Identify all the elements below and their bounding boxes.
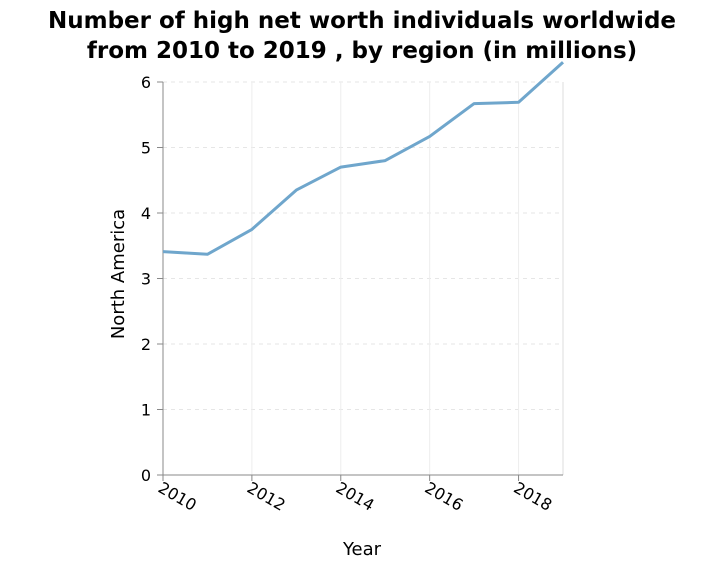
chart-title-line-1: Number of high net worth individuals wor… — [48, 8, 676, 34]
y-tick-label: 1 — [141, 401, 151, 420]
axes — [157, 81, 563, 481]
y-tick-label: 5 — [141, 139, 151, 158]
series-layer — [162, 61, 565, 256]
x-tick-label: 2018 — [511, 478, 556, 515]
y-axis-label: North America — [108, 209, 129, 339]
x-tick-label: 2010 — [155, 478, 200, 515]
y-tick-label: 4 — [141, 204, 151, 223]
x-tick-label: 2014 — [333, 478, 378, 515]
y-tick-label: 2 — [141, 335, 151, 354]
series-line-0 — [162, 61, 565, 256]
tick-labels: 0 1 2 3 4 5 6 2010 2012 2014 2016 2018 — [141, 73, 556, 515]
y-tick-label: 6 — [141, 73, 151, 92]
x-axis-label: Year — [342, 539, 382, 560]
y-tick-label: 0 — [141, 466, 151, 485]
chart-title-line-2: from 2010 to 2019 , by region (in millio… — [87, 38, 637, 64]
x-tick-label: 2016 — [422, 478, 467, 515]
grid-lines — [163, 81, 564, 475]
y-tick-label: 3 — [141, 270, 151, 289]
x-tick-label: 2012 — [244, 478, 289, 515]
